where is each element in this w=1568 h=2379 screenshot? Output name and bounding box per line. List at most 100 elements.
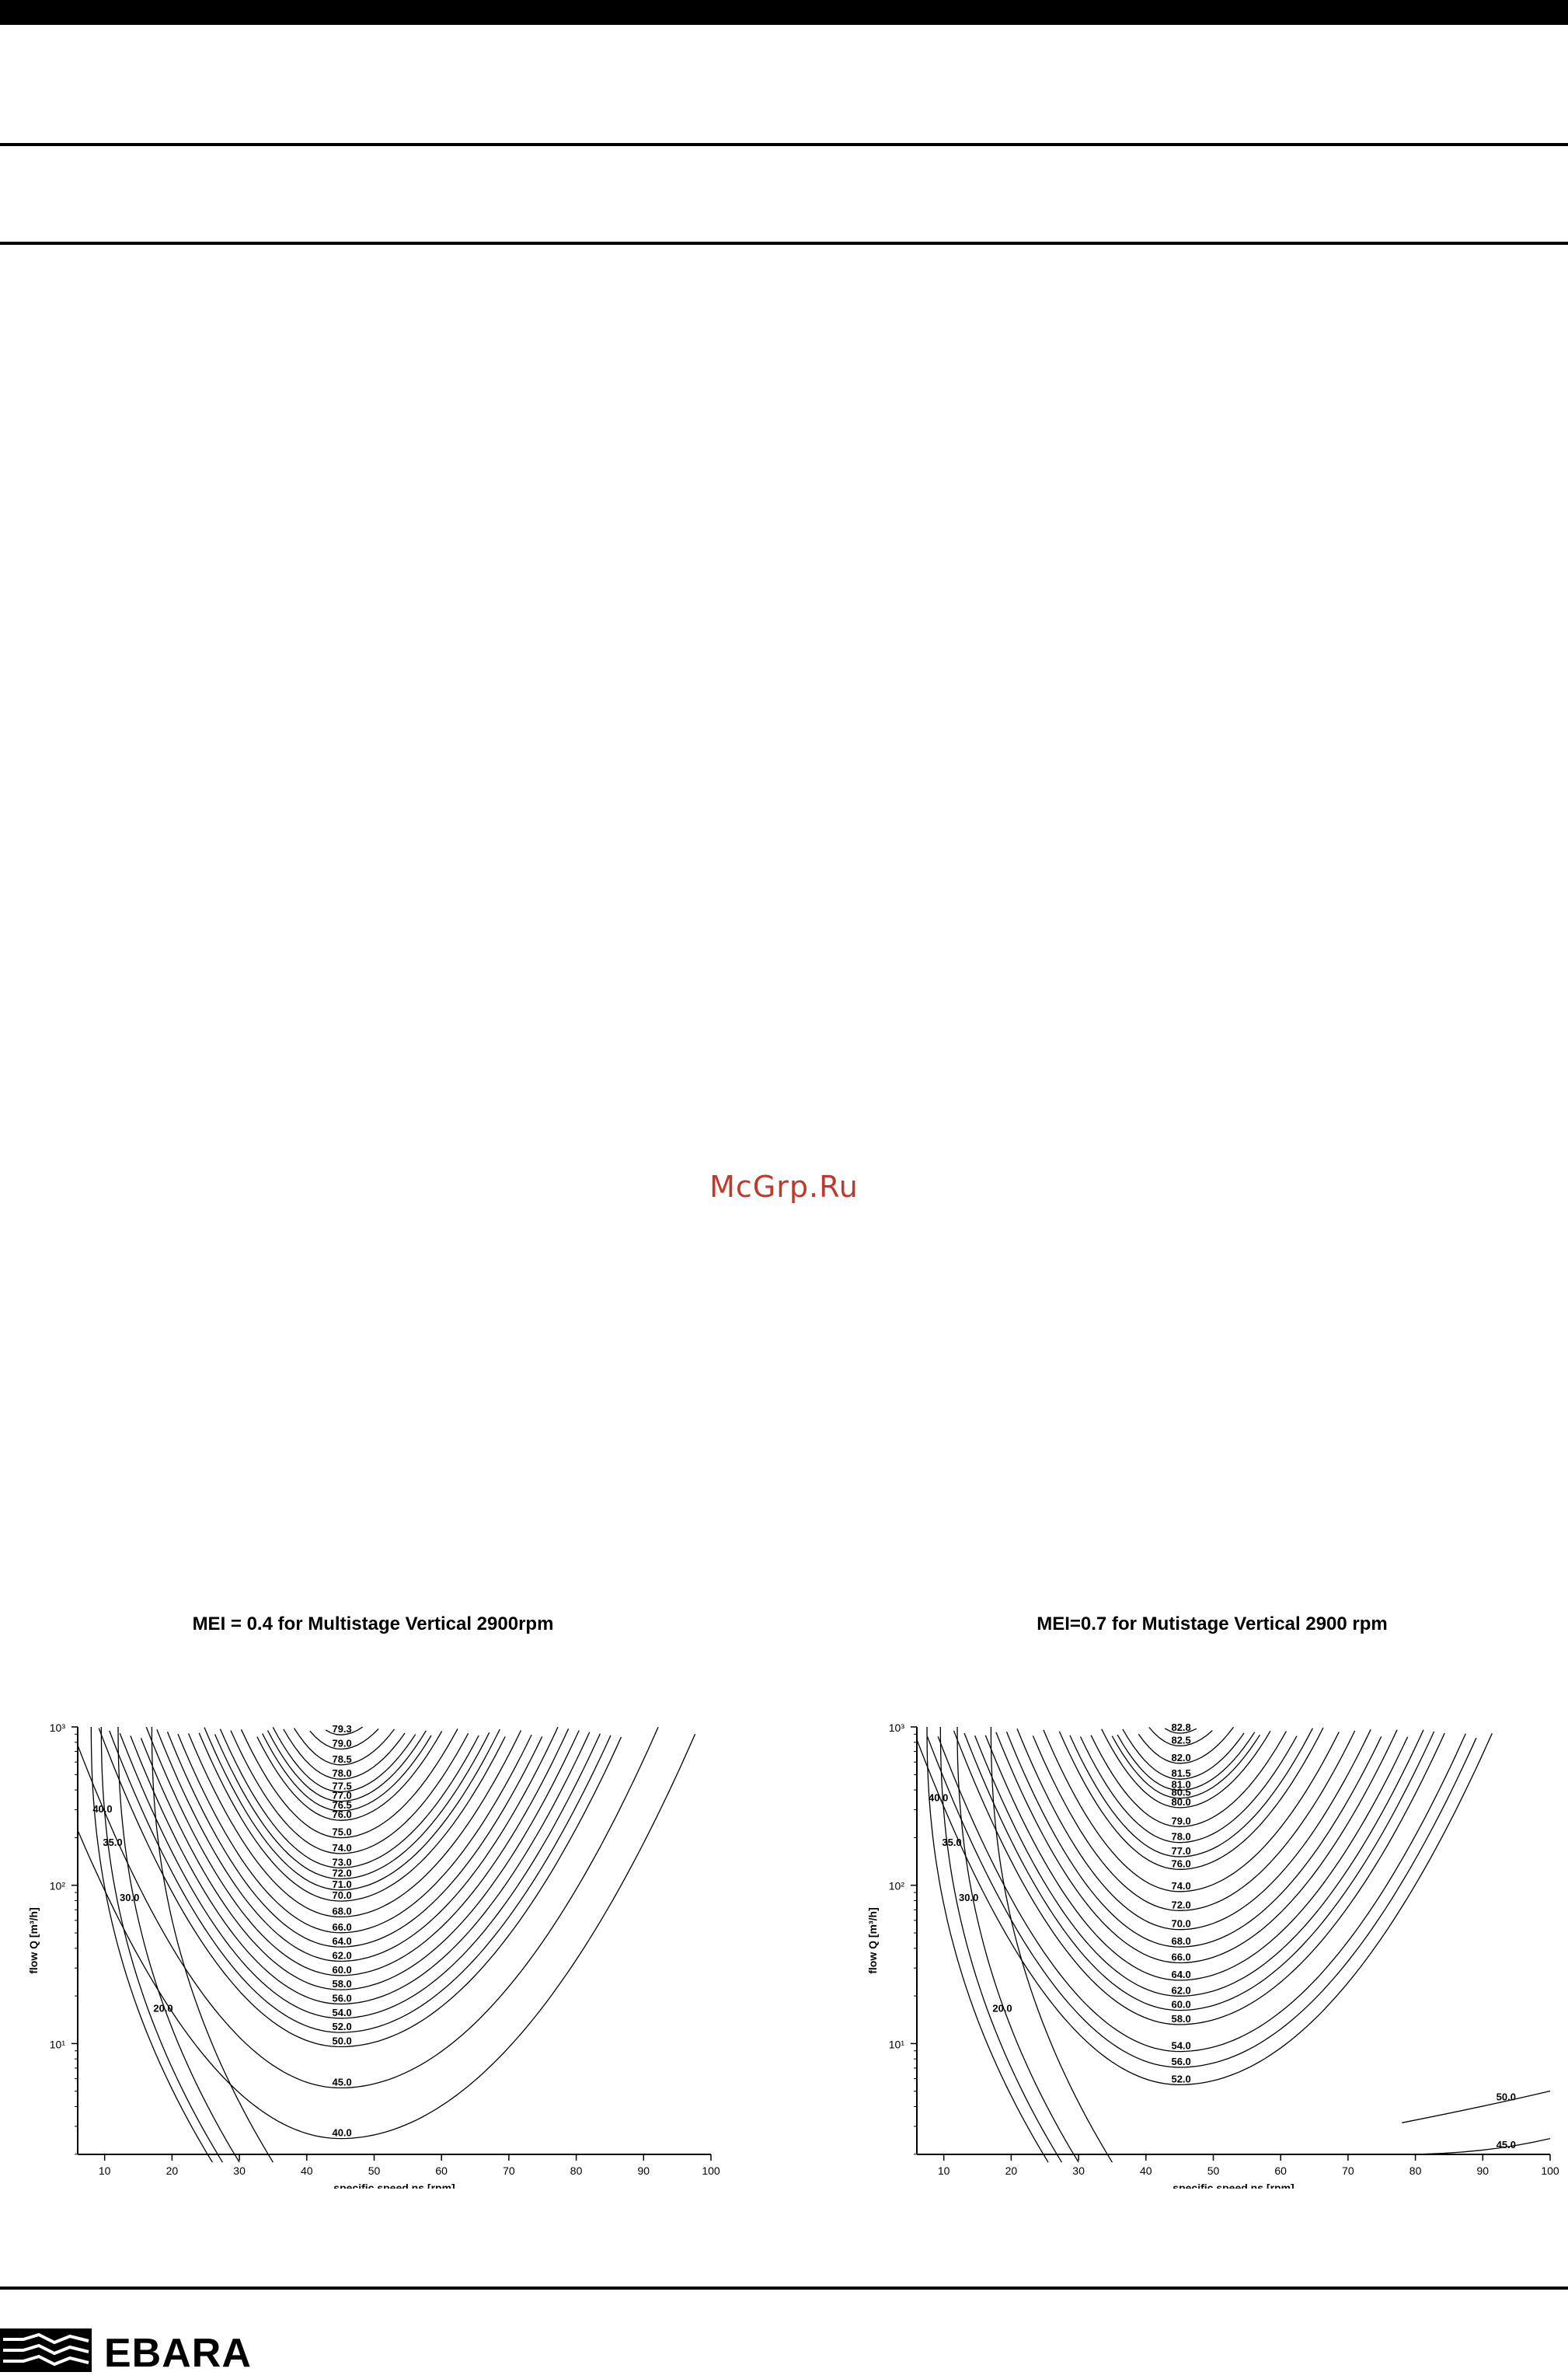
contour-line [109,1730,612,2033]
contour-line [119,1732,601,2019]
ebara-logo-text: EBARA [104,2331,252,2376]
contour-line [140,1730,580,1990]
contour-label: 30.0 [959,1892,978,1903]
contour-label: 45.0 [1497,2139,1516,2151]
contour-line [100,1726,223,2163]
contour-label: 64.0 [1171,1969,1190,1980]
contour-line [77,1726,659,2089]
chart-title: MEI=0.7 for Mutistage Vertical 2900 rpm [1037,1613,1388,1634]
contour-line [937,1733,1466,2053]
contour-label: 75.0 [332,1826,351,1838]
contour-line [1058,1727,1324,1870]
contour-label: 78.0 [332,1767,351,1779]
contour-label: 78.5 [332,1753,351,1765]
x-tick-label: 90 [1477,2164,1490,2177]
contour-line [963,1731,1435,2011]
y-axis-label: flow Q [m³/h] [866,1907,879,1974]
contour-label: 66.0 [332,1921,351,1933]
x-tick-label: 80 [1409,2164,1422,2177]
contour-line [1117,1732,1256,1791]
contour-line [1138,1726,1235,1764]
x-axis-label: specific speed ns [rpm] [333,2182,455,2189]
contour-label: 58.0 [332,1978,351,1990]
x-tick-label: 20 [166,2164,179,2177]
contour-line [283,1728,406,1780]
contour-label: 71.0 [332,1878,351,1890]
x-tick-label: 20 [1005,2164,1018,2177]
contour-line [1043,1729,1340,1892]
contour-label: 54.0 [332,2007,351,2018]
contour-line [1005,1732,1382,1948]
contour-label: 74.0 [1171,1880,1190,1892]
contour-line [177,1733,532,1934]
contour-label: 78.0 [1171,1831,1190,1843]
contour-label: 56.0 [332,1992,351,2004]
contour-label: 82.5 [1171,1734,1190,1746]
contour-line [230,1730,469,1854]
x-tick-label: 10 [938,2164,950,2177]
y-tick-label: 10¹ [889,2038,905,2050]
contour-line [240,1728,458,1839]
contour-line [916,1733,1493,2086]
contour-label: 77.5 [332,1781,351,1792]
contour-line [267,1730,427,1802]
x-tick-label: 90 [638,2164,650,2177]
contour-label: 60.0 [332,1964,351,1976]
contour-label: 60.0 [1171,1999,1190,2011]
contour-label: 80.0 [1171,1796,1190,1808]
contour-label: 79.0 [1171,1815,1190,1826]
header-bar [0,0,1568,25]
contour-line [90,1726,213,2163]
contour-line [1101,1728,1271,1809]
contour-label: 56.0 [1171,2056,1190,2067]
x-tick-label: 50 [1207,2164,1220,2177]
contour-label: 40.0 [92,1803,112,1815]
contour-line [214,1732,490,1880]
contour-line [984,1735,1409,1981]
contour-label: 68.0 [1171,1935,1190,1947]
contour-label: 80.5 [1171,1787,1190,1798]
contour-line [1402,2137,1551,2155]
x-tick-label: 40 [301,2164,313,2177]
contour-label: 79.0 [332,1738,351,1749]
contour-line [262,1733,432,1812]
contour-group: 79.3 79.0 78.5 78.0 77.577.076.576.0 75.0 74.0… [77,1723,696,2163]
contour-label: 70.0 [332,1889,351,1901]
contour-line [995,1729,1398,1964]
contour-line [1148,1727,1213,1747]
contour-label: 50.0 [332,2035,351,2046]
contour-label: 82.8 [1171,1721,1190,1733]
contour-line [98,1728,622,2048]
contour-line [1122,1728,1245,1780]
contour-line [145,1727,570,1976]
header-rule-2 [0,242,1568,245]
contour-line [77,1733,696,2140]
contour-line [1016,1728,1371,1931]
contour-line [130,1732,591,2005]
contour-label: 30.0 [120,1892,139,1903]
contour-line [151,1727,274,2163]
x-tick-label: 40 [1140,2164,1152,2177]
contour-label: 35.0 [103,1837,122,1848]
contour-label: 54.0 [1171,2040,1190,2052]
contour-label: 50.0 [1497,2091,1516,2103]
x-tick-label: 70 [1342,2164,1354,2177]
x-tick-label: 30 [1072,2164,1085,2177]
contour-label: 77.0 [332,1790,351,1802]
contour-line [117,1726,240,2163]
x-tick-label: 100 [1541,2164,1559,2177]
chart-mei-04: MEI = 0.4 for Multistage Vertical 2900rp… [16,1613,730,2189]
x-tick-label: 10 [99,2164,111,2177]
contour-label: 20.0 [153,2003,172,2014]
contour-line [272,1727,416,1793]
contour-line [219,1728,479,1868]
contour-label: 52.0 [332,2021,351,2032]
contour-label: 76.0 [332,1809,351,1820]
contour-line [990,1727,1113,2163]
contour-line [156,1726,559,1962]
y-tick-label: 10³ [50,1721,66,1734]
y-tick-label: 10³ [889,1721,905,1734]
contour-line [198,1732,506,1902]
chart-title: MEI = 0.4 for Multistage Vertical 2900rp… [192,1613,554,1634]
contour-line [939,1726,1062,2163]
